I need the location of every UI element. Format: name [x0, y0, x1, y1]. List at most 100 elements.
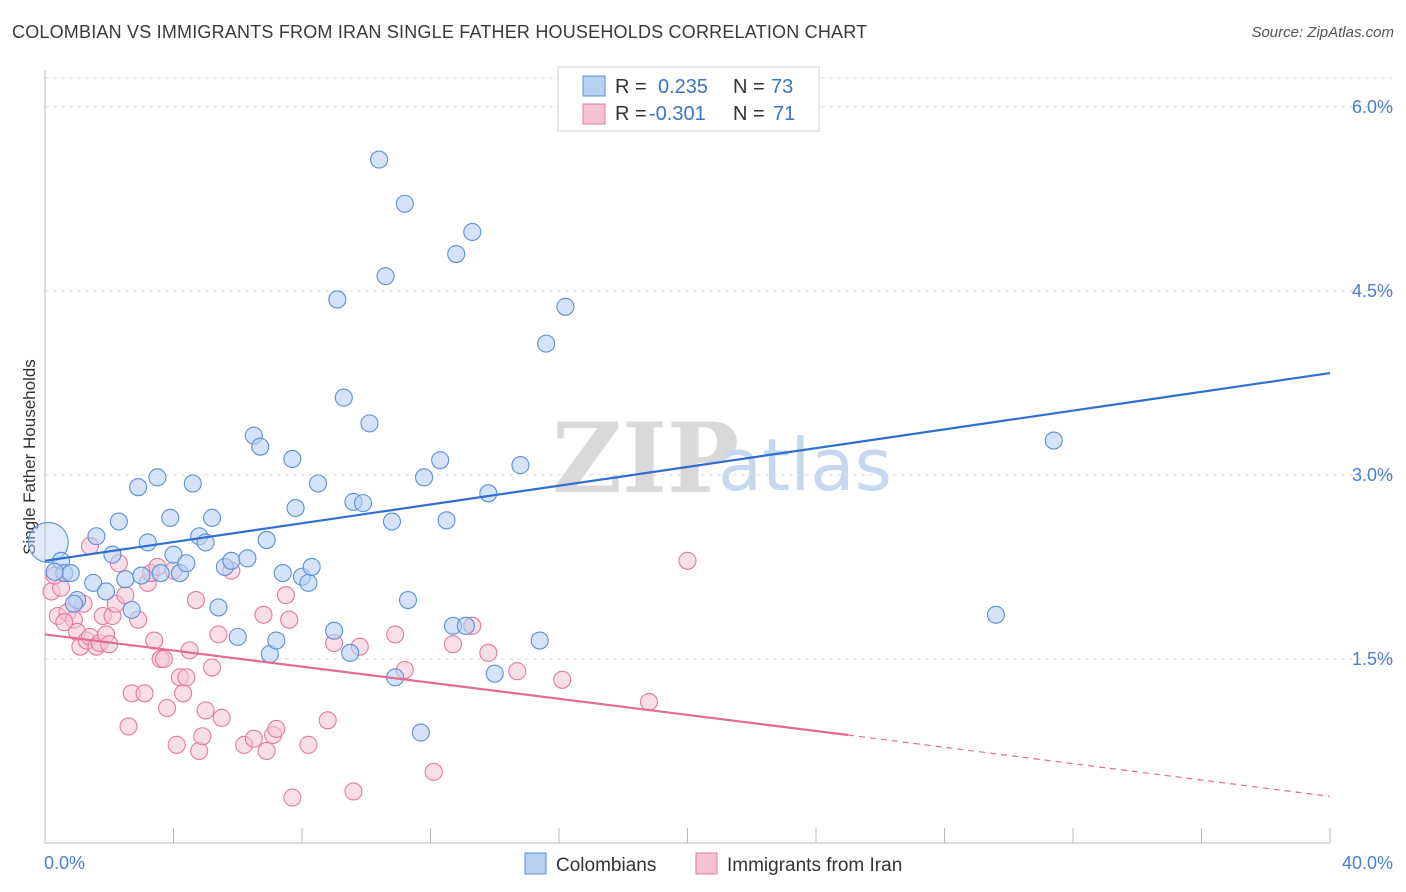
colombians-point	[556, 297, 575, 316]
colombians-point	[64, 594, 83, 613]
iran-point	[154, 649, 173, 669]
colombians-point	[151, 564, 170, 583]
watermark-zip: ZIP	[552, 402, 739, 515]
colombians-point	[986, 605, 1005, 624]
series-immigrants-from-iran-points	[42, 537, 697, 807]
iran-trend-line	[44, 633, 849, 737]
colombians-point	[360, 414, 379, 433]
colombians-point	[398, 591, 418, 610]
watermark-atlas: atlas	[718, 423, 892, 507]
iran-point	[203, 658, 222, 677]
colombians-point	[431, 451, 450, 470]
iran-point	[196, 701, 215, 720]
colombians-point	[415, 468, 434, 487]
iran-point	[158, 698, 177, 718]
colombians-point	[238, 549, 257, 568]
iran-point	[553, 670, 572, 689]
iran-point	[318, 711, 337, 730]
colombians-point	[61, 564, 80, 583]
colombians-point	[161, 508, 180, 527]
colombians-point	[376, 267, 395, 286]
colombians-point	[129, 478, 148, 497]
colombians-point	[273, 564, 292, 583]
colombians-point	[122, 600, 141, 619]
colombians-point	[177, 554, 196, 573]
x-tick-label-max: 40.0%	[1342, 853, 1393, 873]
colombians-point	[325, 621, 344, 640]
bottom-legend-label-colombians: Colombians	[556, 855, 656, 876]
colombians-point	[309, 474, 328, 493]
iran-point	[678, 551, 697, 570]
bottom-legend-label-iran: Immigrants from Iran	[727, 855, 902, 876]
iran-point	[479, 643, 498, 662]
iran-point	[177, 668, 196, 687]
bottom-legend-swatch-iran	[695, 852, 718, 875]
legend-n-value-2: 71	[773, 103, 795, 125]
colombians-point	[411, 723, 430, 742]
x-tick-label-min: 0.0%	[44, 853, 85, 873]
iran-point	[174, 684, 193, 703]
colombians-point	[479, 484, 498, 503]
colombians-point	[84, 573, 103, 592]
iran-point	[135, 684, 154, 703]
bottom-legend: Colombians Immigrants from Iran	[524, 852, 902, 876]
y-tick-label: 6.0%	[1352, 97, 1393, 117]
iran-point	[508, 662, 527, 681]
y-tick-labels: 1.5% 3.0% 4.5% 6.0%	[1352, 97, 1393, 669]
legend-r-value-2: -0.301	[649, 103, 706, 125]
legend-r-label-2: R =	[615, 103, 647, 125]
colombians-point	[257, 530, 276, 549]
legend-n-label-1: N =	[733, 76, 765, 98]
legend-r-label-1: R =	[615, 76, 647, 98]
iran-point	[276, 586, 295, 605]
legend-swatch-colombians	[582, 75, 606, 97]
iran-point	[267, 719, 286, 738]
iran-point	[244, 729, 263, 748]
x-tick-marks	[173, 828, 1331, 843]
y-tick-label: 1.5%	[1352, 649, 1393, 669]
gridlines	[45, 77, 1392, 660]
iran-point	[190, 741, 209, 761]
chart-title: COLOMBIAN VS IMMIGRANTS FROM IRAN SINGLE…	[12, 22, 868, 42]
colombians-point	[103, 545, 122, 564]
colombians-point	[537, 334, 556, 353]
colombians-point	[370, 150, 389, 169]
colombians-point	[511, 456, 530, 475]
iran-point	[180, 641, 199, 660]
y-tick-label: 4.5%	[1352, 281, 1393, 301]
colombians-trend-line	[44, 371, 1331, 562]
trend-lines	[44, 371, 1331, 797]
colombians-point	[530, 631, 549, 650]
colombians-point	[395, 194, 414, 213]
colombians-point	[203, 508, 222, 527]
colombians-point	[87, 527, 106, 546]
colombians-point	[463, 222, 482, 242]
iran-point	[299, 735, 318, 754]
colombians-point	[132, 566, 151, 585]
colombians-point	[334, 388, 353, 407]
colombians-point	[148, 468, 167, 487]
iran-point	[443, 635, 463, 654]
iran-point	[212, 708, 231, 727]
iran-point	[193, 727, 212, 746]
colombians-point	[299, 573, 318, 592]
iran-point	[386, 625, 405, 644]
colombians-point	[353, 494, 373, 513]
colombians-point	[437, 511, 456, 530]
colombians-point	[222, 551, 241, 570]
iran-point	[167, 735, 186, 754]
iran-point	[55, 613, 74, 632]
colombians-point	[302, 557, 321, 576]
iran-point	[257, 741, 276, 761]
iran-point	[424, 762, 443, 781]
colombians-point	[1044, 431, 1063, 450]
colombians-point	[456, 616, 475, 635]
colombians-point	[183, 474, 202, 493]
colombians-point	[109, 512, 128, 531]
colombians-point	[138, 533, 157, 552]
colombians-point	[116, 570, 135, 589]
colombians-point	[447, 244, 466, 264]
y-axis-label: Single Father Households	[20, 359, 39, 555]
legend-n-value-1: 73	[771, 76, 793, 98]
